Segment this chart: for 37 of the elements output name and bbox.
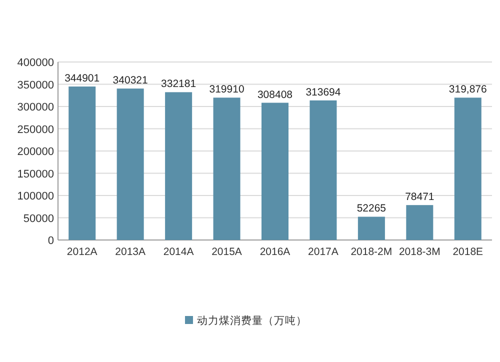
x-tick-label: 2018-3M xyxy=(398,246,440,258)
y-tick-label: 400000 xyxy=(17,57,54,69)
x-tick-label: 2013A xyxy=(115,246,146,258)
x-tick-label: 2014A xyxy=(163,246,194,258)
bar xyxy=(165,92,192,240)
data-label: 332181 xyxy=(161,78,196,90)
bar xyxy=(358,216,385,240)
bar xyxy=(68,86,96,240)
bar xyxy=(406,205,434,240)
data-label: 313694 xyxy=(306,86,341,98)
bar xyxy=(454,98,482,240)
y-tick-label: 50000 xyxy=(23,212,54,225)
y-tick-label: 250000 xyxy=(17,124,54,136)
bar xyxy=(116,88,144,240)
data-label: 340321 xyxy=(112,74,148,87)
x-tick-label: 2018E xyxy=(452,246,484,258)
y-tick-label: 0 xyxy=(48,235,54,247)
data-label: 308408 xyxy=(257,88,293,101)
y-tick-label: 300000 xyxy=(17,102,54,114)
y-tick-label: 150000 xyxy=(17,168,54,180)
bar xyxy=(213,98,240,240)
data-label: 52265 xyxy=(356,202,386,215)
data-label: 319,876 xyxy=(448,84,488,96)
x-tick-label: 2012A xyxy=(66,246,98,258)
y-tick-label: 350000 xyxy=(17,79,54,92)
x-tick-label: 2017A xyxy=(308,246,338,258)
data-label: 78471 xyxy=(405,191,434,204)
data-label: 344901 xyxy=(64,72,100,85)
x-tick-label: 2016A xyxy=(260,246,290,258)
bar xyxy=(262,102,288,240)
x-tick-label: 2018-2M xyxy=(350,246,392,258)
legend-label: 动力煤消费量（万吨） xyxy=(197,314,307,327)
y-tick-label: 200000 xyxy=(17,146,54,158)
data-label: 319910 xyxy=(209,84,244,96)
bar xyxy=(310,100,337,240)
x-tick-label: 2015A xyxy=(212,246,242,258)
y-tick-label: 100000 xyxy=(17,190,54,202)
